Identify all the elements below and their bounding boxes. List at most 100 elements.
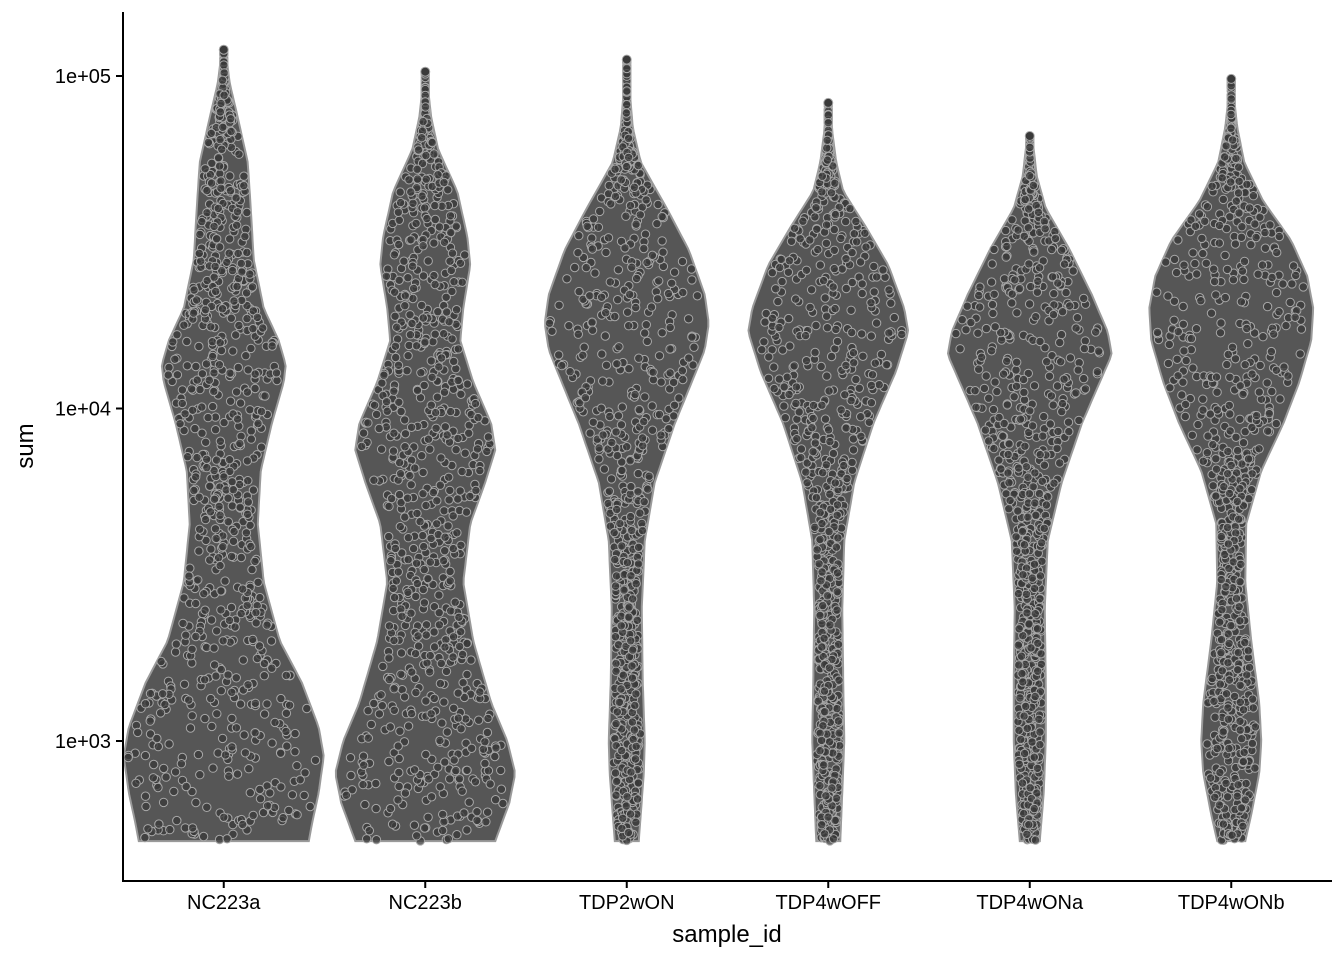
cell-point: [444, 495, 454, 505]
cell-point: [1025, 142, 1035, 153]
cell-point: [161, 772, 171, 782]
cell-point: [616, 420, 627, 430]
cell-point: [415, 516, 425, 527]
cell-point: [632, 794, 643, 804]
cell-point: [832, 568, 843, 578]
cell-point: [1248, 191, 1259, 201]
cell-point: [822, 135, 832, 146]
cell-point: [1014, 725, 1024, 736]
cell-point: [637, 433, 648, 443]
cell-point: [408, 198, 418, 209]
cell-point: [782, 372, 792, 382]
cell-point: [424, 774, 434, 784]
cell-point: [867, 370, 878, 380]
cell-point: [202, 462, 212, 473]
cell-point: [962, 301, 972, 311]
cell-point: [377, 378, 387, 388]
cell-point: [827, 783, 837, 793]
cell-point: [1164, 339, 1175, 350]
cell-point: [235, 502, 245, 512]
cell-point: [418, 313, 428, 323]
cell-point: [228, 346, 238, 356]
cell-point: [428, 487, 439, 498]
cell-point: [1032, 624, 1043, 634]
cell-point: [207, 721, 217, 732]
cell-point: [1055, 337, 1065, 348]
cell-point: [794, 407, 804, 417]
cell-point: [435, 735, 445, 746]
cell-point: [178, 618, 188, 629]
cell-point: [259, 671, 269, 681]
cell-point: [990, 377, 1000, 387]
cell-point: [252, 312, 263, 323]
cell-point: [290, 728, 300, 739]
cell-point: [1064, 426, 1074, 437]
cell-point: [227, 687, 237, 697]
cell-point: [857, 279, 867, 289]
cell-point: [826, 351, 837, 362]
cell-point: [225, 186, 236, 196]
cell-point: [231, 723, 242, 733]
cell-point: [1272, 247, 1282, 258]
cell-point: [657, 211, 667, 222]
cell-point: [192, 375, 202, 385]
cell-point: [1236, 232, 1247, 243]
cell-point: [213, 553, 224, 563]
cell-point: [140, 750, 151, 761]
cell-point: [168, 337, 178, 347]
cell-point: [170, 354, 180, 364]
cell-point: [1003, 468, 1013, 478]
cell-point: [209, 272, 219, 282]
cell-point: [832, 703, 842, 714]
cell-point: [633, 487, 643, 497]
cell-point: [231, 193, 241, 203]
cell-point: [402, 366, 412, 376]
cell-point: [1011, 381, 1022, 391]
cell-point: [582, 221, 592, 232]
cell-point: [1018, 570, 1028, 580]
cell-point: [601, 308, 611, 318]
cell-point: [208, 401, 218, 412]
cell-point: [364, 826, 374, 836]
cell-point: [1192, 445, 1202, 455]
cell-point: [410, 648, 421, 659]
cell-point: [1230, 239, 1241, 249]
cell-point: [1235, 680, 1245, 690]
cell-point: [205, 507, 216, 517]
cell-point: [260, 391, 270, 401]
cell-point: [639, 243, 649, 254]
cell-point: [198, 831, 209, 842]
cell-point: [156, 656, 166, 667]
cell-point: [472, 807, 482, 817]
cell-point: [830, 478, 840, 488]
cell-point: [1057, 245, 1067, 256]
cell-point: [1019, 540, 1030, 550]
cell-point: [1007, 215, 1017, 225]
cell-point: [1228, 135, 1238, 145]
cell-point: [418, 241, 428, 251]
cell-point: [974, 290, 984, 301]
cell-point: [1014, 660, 1024, 670]
cell-point: [616, 684, 626, 694]
cell-point: [440, 642, 450, 652]
cell-point: [815, 610, 825, 621]
cell-point: [436, 453, 446, 463]
cell-point: [1233, 188, 1244, 198]
cell-point: [270, 717, 280, 728]
cell-point: [629, 725, 640, 735]
cell-point: [831, 542, 842, 552]
cell-point: [596, 292, 607, 302]
cell-point: [425, 650, 435, 661]
cell-point: [464, 428, 474, 438]
cell-point: [400, 512, 410, 522]
cell-point: [406, 187, 416, 197]
cell-point: [390, 287, 400, 297]
cell-point: [594, 443, 604, 453]
cell-point: [657, 328, 667, 338]
cell-point: [626, 767, 636, 777]
cell-point: [1290, 312, 1300, 322]
cell-point: [1210, 712, 1220, 722]
cell-point: [265, 788, 275, 798]
cell-point: [387, 819, 398, 829]
cell-point: [633, 160, 643, 171]
